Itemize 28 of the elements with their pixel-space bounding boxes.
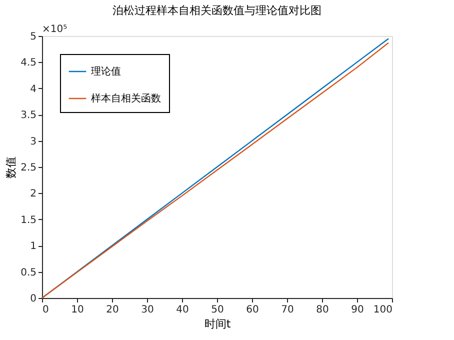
text: ×10⁵ bbox=[42, 24, 68, 35]
y-tick-label: 1 bbox=[30, 241, 36, 252]
y-axis-title: 数值 bbox=[4, 156, 18, 178]
legend-label: 样本自相关函数 bbox=[91, 92, 161, 104]
x-tick-label: 100 bbox=[373, 304, 392, 316]
legend-label: 理论值 bbox=[91, 66, 121, 78]
y-tick-label: 5 bbox=[30, 32, 36, 42]
y-tick-label: 2 bbox=[30, 188, 36, 200]
y-tick-label: 3.5 bbox=[20, 110, 36, 122]
y-tick-label: 4 bbox=[30, 84, 36, 95]
x-tick-label: 90 bbox=[351, 304, 364, 316]
x-tick-label: 10 bbox=[71, 304, 84, 316]
y-tick-label: 4.5 bbox=[20, 58, 36, 69]
x-tick-label: 80 bbox=[316, 304, 329, 316]
y-tick-label: 1.5 bbox=[20, 214, 36, 226]
y-tick-label: 3 bbox=[30, 136, 36, 148]
x-tick-label: 20 bbox=[106, 304, 119, 316]
x-tick-label: 0 bbox=[42, 304, 49, 316]
x-axis-title: 时间t bbox=[204, 318, 232, 330]
x-tick-label: 40 bbox=[176, 304, 189, 316]
y-tick-label: 2.5 bbox=[20, 162, 36, 174]
x-tick-label: 60 bbox=[246, 304, 259, 316]
x-tick-label: 30 bbox=[141, 304, 154, 316]
x-tick-label: 50 bbox=[211, 304, 224, 316]
chart-title: 泊松过程样本自相关函数值与理论值对比图 bbox=[112, 4, 322, 17]
x-tick-label: 70 bbox=[281, 304, 294, 316]
y-tick-label: 0 bbox=[30, 294, 36, 304]
y-tick-label: 0.5 bbox=[20, 267, 36, 278]
